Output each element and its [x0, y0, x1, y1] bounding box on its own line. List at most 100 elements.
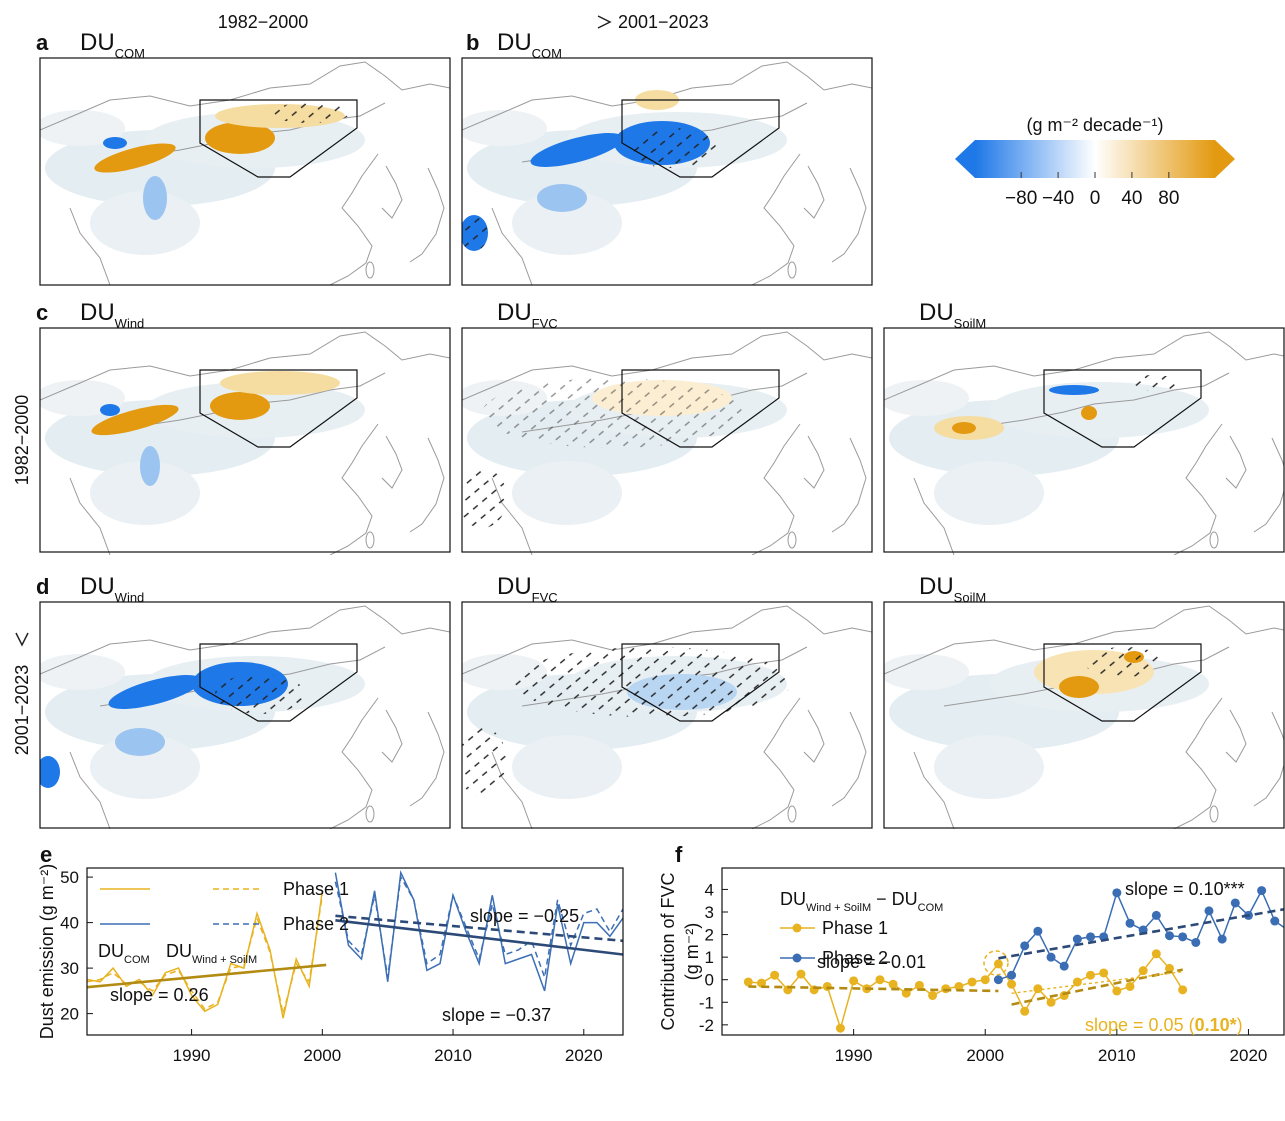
- series-marker: [1151, 910, 1161, 920]
- arrow-head: [15, 632, 29, 647]
- series-marker: [1112, 888, 1122, 898]
- x-tick-label: 2010: [434, 1046, 472, 1065]
- series-marker: [1086, 932, 1096, 942]
- colorbar-tick-label: 40: [1121, 188, 1142, 209]
- label-main: DU: [80, 29, 115, 56]
- annotation: slope = 0.26: [110, 985, 209, 1005]
- y-axis-label: (g m⁻²): [682, 923, 702, 981]
- y-axis-label: Contribution of FVC: [658, 872, 678, 1030]
- series-marker: [1007, 979, 1017, 989]
- series-marker: [1125, 981, 1135, 991]
- trend-line: [1011, 968, 1183, 1006]
- series-marker: [1217, 934, 1227, 944]
- label-main: DU: [98, 941, 124, 961]
- series-marker: [1099, 968, 1109, 978]
- y-tick-label: 3: [705, 903, 714, 922]
- map-panel: [462, 331, 872, 555]
- label-main: DU: [919, 573, 954, 600]
- panel-letter: e: [40, 842, 52, 867]
- map-frame: [461, 601, 873, 829]
- y-axis-label: Dust emission (g m⁻²): [37, 864, 57, 1040]
- series-marker: [967, 977, 977, 987]
- map-panel: [40, 61, 450, 285]
- plot-frame: [721, 867, 1285, 1036]
- subscript-label: DUSoilM: [919, 573, 986, 605]
- series-marker: [914, 980, 924, 990]
- series-marker: [1007, 970, 1017, 980]
- series-marker: [941, 984, 951, 994]
- label-sub: SoilM: [954, 590, 987, 605]
- map-frame: [883, 601, 1285, 829]
- series-marker: [993, 975, 1003, 985]
- label-sub: SoilM: [954, 316, 987, 331]
- panel-letter: b: [466, 30, 479, 55]
- map-frame: [39, 327, 451, 553]
- legend-label: Phase 1: [822, 918, 888, 938]
- label-main: DU: [919, 299, 954, 326]
- panel-letter: a: [36, 30, 49, 55]
- label-main: DU: [80, 573, 115, 600]
- label-sub: FVC: [532, 316, 558, 331]
- subscript-label: DUWind + SoilM: [166, 941, 257, 966]
- x-tick-label: 1990: [835, 1046, 873, 1065]
- x-tick-label: 2000: [303, 1046, 341, 1065]
- legend-label: Phase 2: [283, 914, 349, 934]
- series-line: [998, 888, 1284, 981]
- legend-marker: [792, 923, 802, 933]
- label-sub: COM: [918, 902, 944, 914]
- label-main: DU: [80, 299, 115, 326]
- colorbar-extend: [1215, 140, 1235, 178]
- annotation-part: 0.10*: [1195, 1015, 1237, 1035]
- map-panel: [462, 61, 872, 285]
- map-panel: [884, 605, 1284, 829]
- series-marker: [1270, 916, 1280, 926]
- label-main: DU: [497, 573, 532, 600]
- legend-label: Phase 1: [283, 879, 349, 899]
- series-line: [87, 890, 324, 1019]
- x-tick-label: 2020: [1230, 1046, 1268, 1065]
- subscript-label: DUWind: [80, 299, 144, 331]
- annotation-part: ): [1237, 1015, 1243, 1035]
- label-main: DU: [497, 29, 532, 56]
- x-tick-label: 1990: [173, 1046, 211, 1065]
- panel-letter: f: [675, 842, 683, 867]
- y-tick-label: 2: [705, 926, 714, 945]
- panel-letter: d: [36, 574, 49, 599]
- series-marker: [1046, 997, 1056, 1007]
- series-marker: [1257, 886, 1267, 896]
- plot-area: [87, 869, 623, 1019]
- label-sub: Wind + SoilM: [806, 902, 871, 914]
- series-marker: [875, 975, 885, 985]
- trend-line: [335, 919, 623, 956]
- series-marker: [822, 981, 832, 991]
- series-marker: [1164, 931, 1174, 941]
- trend-line: [87, 963, 327, 989]
- trend-line: [748, 985, 999, 993]
- series-marker: [796, 969, 806, 979]
- map-frame: [39, 601, 451, 829]
- series-marker: [1072, 934, 1082, 944]
- subscript-label: DUCOM: [497, 29, 562, 61]
- period-label: 1982−2000: [12, 395, 32, 486]
- annotation-part: slope = 0.05 (: [1085, 1015, 1195, 1035]
- series-marker: [1151, 949, 1161, 959]
- series-marker: [1204, 906, 1214, 916]
- y-tick-label: -1: [699, 993, 714, 1012]
- series-marker: [993, 959, 1003, 969]
- colorbar-tick-label: 0: [1090, 188, 1101, 209]
- highlight-circle: [983, 950, 1009, 976]
- period-label: 2001−2023: [12, 665, 32, 756]
- series-marker: [1125, 918, 1135, 928]
- series-line: [334, 874, 623, 981]
- annotation: slope = 0.05 (0.10*): [1085, 1015, 1243, 1035]
- label-sub: COM: [532, 46, 562, 61]
- map-panel: [40, 605, 450, 829]
- colorbar-extend: [955, 140, 975, 178]
- series-marker: [1020, 1006, 1030, 1016]
- y-tick-label: 1: [705, 948, 714, 967]
- series-marker: [1020, 941, 1030, 951]
- map-frame: [461, 327, 873, 553]
- y-tick-label: -2: [699, 1016, 714, 1035]
- panel-letter: c: [36, 300, 48, 325]
- annotation: slope = −0.25: [470, 906, 579, 926]
